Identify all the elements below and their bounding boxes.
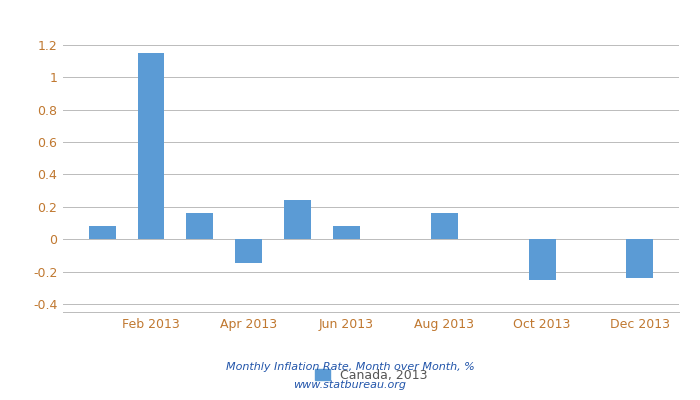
- Bar: [528, 239, 556, 280]
- Bar: [89, 226, 116, 239]
- Bar: [186, 213, 214, 239]
- Bar: [431, 213, 458, 239]
- Bar: [626, 239, 653, 278]
- Bar: [138, 53, 164, 239]
- Text: www.statbureau.org: www.statbureau.org: [293, 380, 407, 390]
- Bar: [333, 226, 360, 239]
- Text: Monthly Inflation Rate, Month over Month, %: Monthly Inflation Rate, Month over Month…: [225, 362, 475, 372]
- Bar: [235, 239, 262, 264]
- Legend: Canada, 2013: Canada, 2013: [315, 369, 427, 382]
- Bar: [284, 200, 311, 239]
